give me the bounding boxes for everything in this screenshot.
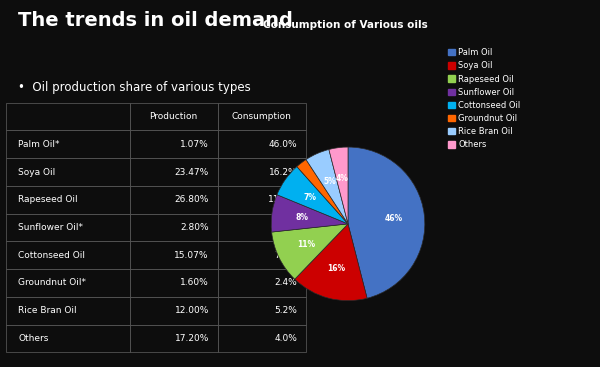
Wedge shape <box>329 147 348 224</box>
Wedge shape <box>272 224 348 279</box>
Text: The trends in oil demand: The trends in oil demand <box>18 11 293 30</box>
Text: 16%: 16% <box>327 264 346 273</box>
Wedge shape <box>348 147 425 298</box>
Text: 8%: 8% <box>296 213 309 222</box>
Wedge shape <box>277 167 348 224</box>
Text: 7%: 7% <box>304 193 317 202</box>
Text: 11%: 11% <box>298 240 316 248</box>
Text: 5%: 5% <box>323 177 336 186</box>
Wedge shape <box>295 224 367 301</box>
Text: Consumption of Various oils: Consumption of Various oils <box>263 20 427 30</box>
Wedge shape <box>297 160 348 224</box>
Text: •  Oil production share of various types: • Oil production share of various types <box>18 81 251 94</box>
Wedge shape <box>271 195 348 232</box>
Wedge shape <box>306 149 348 224</box>
Text: 46%: 46% <box>385 214 403 223</box>
Text: 4%: 4% <box>336 174 349 183</box>
Legend: Palm Oil, Soya Oil, Rapeseed Oil, Sunflower Oil, Cottonseed Oil, Groundnut Oil, : Palm Oil, Soya Oil, Rapeseed Oil, Sunflo… <box>448 48 520 149</box>
